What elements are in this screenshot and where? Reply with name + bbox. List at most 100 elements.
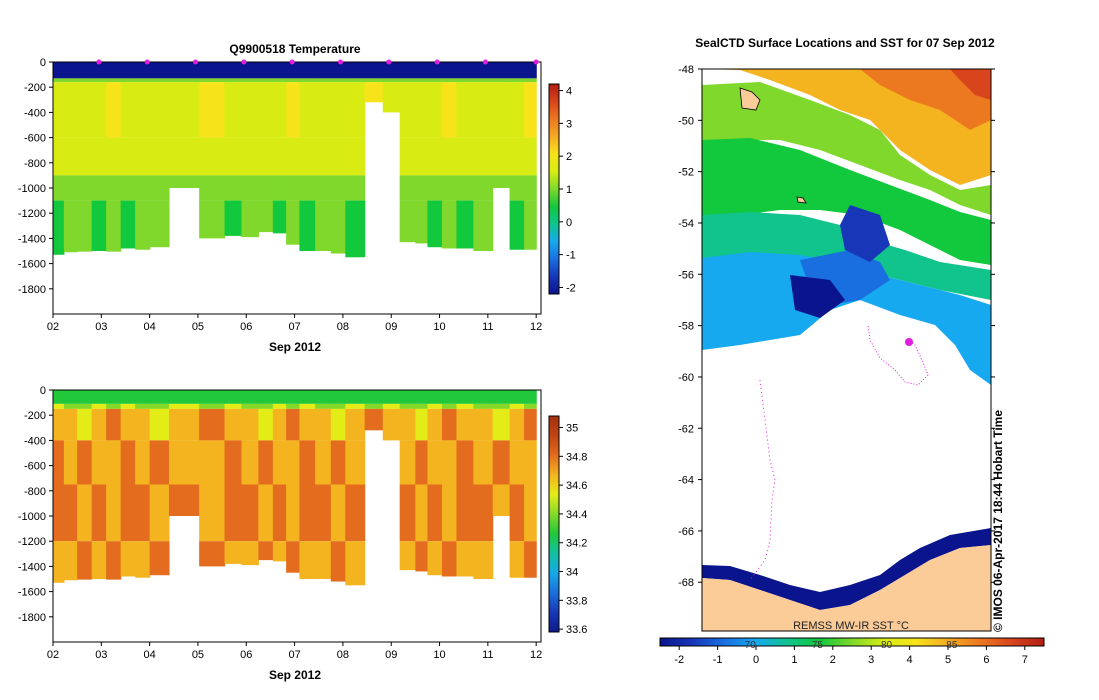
salinity-section-chart: 0 -200 -400 -600 -800 -1000 -1200 -1400 -1600 -18… [18, 385, 588, 682]
section-cell [106, 403, 122, 409]
section-cell [399, 484, 416, 542]
section-cell [149, 82, 170, 138]
section-cell [286, 200, 301, 245]
section-cell [399, 403, 416, 409]
section-cell [258, 200, 274, 233]
section-cell [106, 82, 122, 138]
section-cell [399, 78, 416, 83]
section-cell [315, 78, 332, 83]
section-cell [272, 484, 287, 542]
section-cell [224, 408, 243, 441]
salinity-colorbar: 35 34.8 34.6 34.4 34.2 34 33.8 33.6 [548, 415, 587, 636]
section-cell [524, 62, 537, 79]
section-cell [91, 390, 107, 404]
section-cell [427, 137, 443, 176]
colorbar-tick-label: 34 [566, 567, 578, 579]
section-cell [456, 175, 474, 201]
section-cell [168, 484, 200, 516]
section-cell [492, 390, 511, 404]
section-cell [272, 78, 287, 83]
section-cell [272, 175, 287, 201]
section-cell [299, 541, 316, 579]
section-cell [135, 403, 151, 409]
section-cell [441, 62, 458, 79]
section-cell [427, 440, 443, 485]
section-cell [63, 403, 78, 409]
section-cell [53, 440, 65, 485]
section-cell [224, 62, 243, 79]
section-cell [330, 390, 346, 404]
sst-colorbar-gradient [659, 637, 1045, 647]
section-cell [272, 62, 287, 79]
temperature-surface-markers [96, 59, 539, 65]
section-cell [399, 408, 416, 441]
sst-mild-band [702, 82, 991, 215]
section-cell [473, 403, 494, 409]
section-cell [63, 484, 78, 542]
section-cell [149, 62, 170, 79]
section-cell [345, 82, 366, 138]
section-cell [63, 440, 78, 485]
y-tick-label: -1000 [18, 511, 46, 523]
section-cell [509, 484, 525, 542]
section-cell [199, 137, 226, 176]
map-colorbar-label: REMSS MW-IR SST °C [793, 620, 909, 632]
section-cell [120, 541, 136, 577]
section-cell [492, 403, 511, 409]
section-cell [456, 541, 474, 577]
salinity-plot-area [53, 390, 537, 586]
x-tick-label: 08 [337, 321, 349, 333]
x-tick-label: 07 [288, 649, 300, 661]
section-cell [77, 408, 93, 441]
lat-tick-label: -50 [678, 115, 694, 127]
section-cell [241, 78, 259, 83]
x-tick-label: 05 [192, 649, 204, 661]
section-cell [135, 200, 151, 250]
surface-marker [337, 59, 343, 65]
section-cell [315, 137, 332, 176]
sst-coldest-patch [790, 275, 845, 318]
sst-green-band [702, 138, 991, 265]
map-credit-text: © IMOS 06-Apr-2017 18:44 Hobart Time [991, 410, 1005, 632]
section-cell [258, 403, 274, 409]
section-cell [415, 541, 429, 572]
section-cell [415, 137, 429, 176]
sst-map-chart: SealCTD Surface Locations and SST for 07… [659, 36, 1045, 666]
section-cell [77, 82, 93, 138]
section-cell [427, 390, 443, 404]
section-cell [524, 408, 537, 441]
lat-tick-label: -62 [678, 423, 694, 435]
section-cell [473, 541, 494, 579]
section-cell [315, 541, 332, 579]
section-cell [77, 390, 93, 404]
x-tick-label: 06 [240, 649, 252, 661]
sst-overlay-label: 75 [812, 640, 824, 651]
section-cell [77, 62, 93, 79]
section-cell [330, 484, 346, 542]
section-cell [330, 82, 346, 138]
section-cell [106, 175, 122, 201]
section-cell [53, 408, 65, 441]
y-tick-label: -200 [24, 410, 46, 422]
section-cell [509, 440, 525, 485]
temperature-chart-title: Q9900518 Temperature [229, 42, 361, 56]
section-cell [120, 440, 136, 485]
section-cell [509, 408, 525, 441]
section-cell [441, 403, 458, 409]
section-cell [91, 484, 107, 542]
section-cell [224, 390, 243, 404]
lat-tick-label: -64 [678, 475, 694, 487]
colorbar-tick-label: 1 [566, 184, 572, 196]
section-cell [199, 175, 226, 201]
salinity-x-axis: 02 03 04 05 06 07 08 09 10 11 12 [47, 642, 542, 661]
section-cell [272, 82, 287, 138]
x-tick-label: 07 [288, 321, 300, 333]
section-cell [509, 541, 525, 578]
section-cell [199, 82, 226, 138]
lat-tick-label: -58 [678, 321, 694, 333]
section-cell [399, 175, 416, 201]
section-cell [286, 390, 301, 404]
section-cell [135, 440, 151, 485]
section-cell [399, 62, 416, 79]
